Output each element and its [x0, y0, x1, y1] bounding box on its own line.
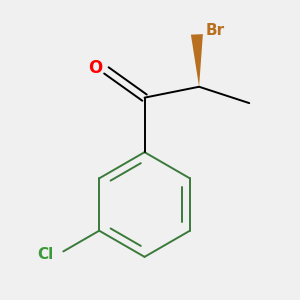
Polygon shape	[191, 34, 203, 87]
Text: O: O	[88, 59, 103, 77]
Text: Cl: Cl	[37, 247, 53, 262]
Text: Br: Br	[206, 22, 225, 38]
